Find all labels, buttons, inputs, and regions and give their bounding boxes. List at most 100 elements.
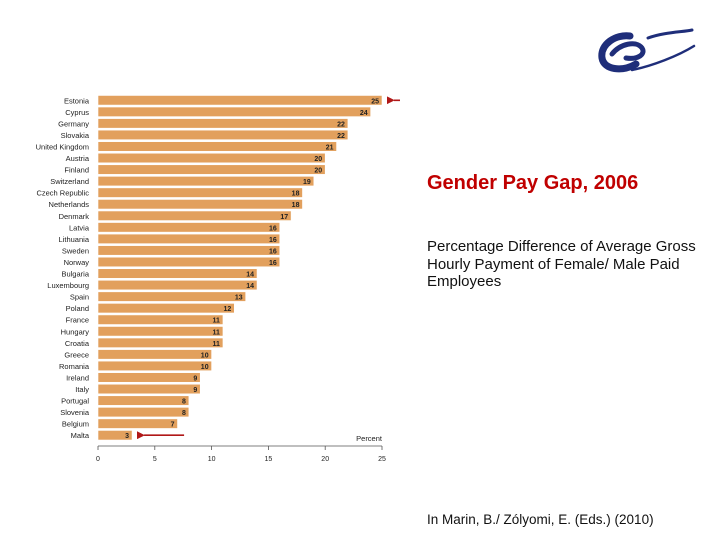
category-label: Latvia: [69, 223, 90, 232]
category-label: Switzerland: [50, 177, 89, 186]
x-tick-label: 20: [321, 456, 329, 463]
data-label: 10: [201, 352, 209, 359]
data-label: 16: [269, 248, 277, 255]
bar-hungary: [97, 326, 224, 337]
category-label: Luxembourg: [47, 281, 89, 290]
data-label: 8: [182, 410, 186, 417]
category-label: Malta: [71, 431, 90, 440]
x-tick-label: 0: [96, 456, 100, 463]
data-label: 11: [213, 329, 221, 336]
bar-latvia: [97, 222, 281, 233]
bar-cyprus: [97, 106, 371, 117]
data-label: 25: [371, 98, 379, 105]
data-label: 3: [125, 433, 129, 440]
bar-austria: [97, 152, 326, 164]
bar-united-kingdom: [97, 141, 337, 152]
bar-spain: [97, 291, 246, 302]
category-label: Cyprus: [65, 108, 89, 117]
bar-ireland: [97, 372, 201, 383]
bar-bulgaria: [97, 268, 258, 279]
category-label: Norway: [64, 258, 90, 267]
category-label: Sweden: [62, 246, 89, 255]
category-label: Greece: [64, 350, 89, 359]
bar-malta: [97, 430, 133, 441]
x-tick-label: 10: [208, 456, 216, 463]
data-label: 22: [337, 121, 345, 128]
data-label: 18: [292, 191, 300, 198]
data-label: 8: [182, 399, 186, 406]
data-label: 16: [269, 237, 277, 244]
category-label: Ireland: [66, 373, 89, 382]
data-label: 9: [193, 375, 197, 382]
bar-poland: [97, 303, 235, 314]
bar-switzerland: [97, 176, 315, 187]
category-label: Netherlands: [49, 200, 90, 209]
category-label: Finland: [64, 166, 89, 175]
category-label: Lithuania: [59, 235, 90, 244]
bar-denmark: [97, 210, 292, 221]
data-label: 14: [246, 283, 254, 290]
x-tick-label: 25: [378, 456, 386, 463]
category-label: Hungary: [61, 327, 90, 336]
category-label: Germany: [58, 119, 89, 128]
category-label: Belgium: [62, 420, 89, 429]
bar-norway: [97, 256, 281, 268]
bar-lithuania: [97, 233, 281, 244]
x-tick-label: 5: [153, 456, 157, 463]
data-label: 10: [201, 364, 209, 371]
slide-title: Gender Pay Gap, 2006: [427, 172, 639, 194]
bar-slovenia: [97, 407, 190, 418]
data-label: 11: [213, 341, 221, 348]
bar-sweden: [97, 245, 281, 256]
bar-slovakia: [97, 129, 349, 141]
source-citation: In Marin, B./ Zólyomi, E. (Eds.) (2010): [427, 512, 654, 527]
data-label: 20: [314, 168, 322, 175]
data-label: 17: [280, 214, 288, 221]
category-label: Slovenia: [60, 408, 90, 417]
data-label: 11: [213, 318, 221, 325]
bar-italy: [97, 383, 201, 395]
category-label: Croatia: [65, 339, 90, 348]
bar-portugal: [97, 395, 190, 406]
data-label: 16: [269, 225, 277, 232]
bar-france: [97, 314, 224, 325]
category-label: Bulgaria: [61, 270, 89, 279]
x-axis-title: Percent: [356, 434, 383, 443]
bar-luxembourg: [97, 279, 258, 291]
category-label: Italy: [75, 385, 89, 394]
category-label: Denmark: [59, 212, 90, 221]
category-label: Poland: [66, 304, 89, 313]
data-label: 16: [269, 260, 277, 267]
category-label: Austria: [66, 154, 90, 163]
data-label: 21: [326, 144, 334, 151]
data-label: 14: [246, 272, 254, 279]
bar-romania: [97, 360, 212, 372]
gender-pay-gap-bar-chart: Estonia 25 Cyprus 24 Germany 22 Slovakia 22 Unit…: [36, 95, 400, 463]
category-label: Portugal: [61, 397, 89, 406]
data-label: 22: [337, 133, 345, 140]
category-label: France: [66, 316, 89, 325]
bar-czech-republic: [97, 187, 303, 198]
slide-subtitle: Percentage Difference of Average Gross H…: [427, 238, 696, 290]
bar-finland: [97, 164, 326, 175]
data-label: 18: [292, 202, 300, 209]
category-label: Slovakia: [61, 131, 90, 140]
bar-germany: [97, 118, 349, 129]
data-label: 24: [360, 110, 368, 117]
bar-estonia: [97, 95, 383, 106]
data-label: 13: [235, 295, 243, 302]
data-label: 19: [303, 179, 311, 186]
council-of-europe-logo-icon: [598, 28, 696, 73]
x-tick-label: 15: [265, 456, 273, 463]
data-label: 12: [224, 306, 232, 313]
category-label: Romania: [59, 362, 90, 371]
category-label: Estonia: [64, 96, 90, 105]
bar-croatia: [97, 337, 224, 348]
data-label: 20: [314, 156, 322, 163]
bar-netherlands: [97, 199, 303, 210]
bar-belgium: [97, 418, 178, 429]
category-label: United Kingdom: [36, 142, 89, 151]
bar-greece: [97, 349, 212, 360]
category-label: Spain: [70, 293, 89, 302]
data-label: 9: [193, 387, 197, 394]
